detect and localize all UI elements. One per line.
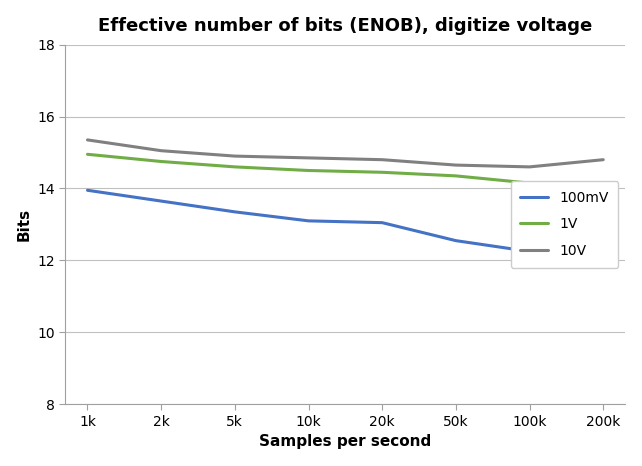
100mV <box>600 260 607 265</box>
Line: 1V: 1V <box>87 154 603 185</box>
100mV <box>378 220 386 226</box>
10V <box>83 137 91 143</box>
Line: 10V: 10V <box>87 140 603 167</box>
10V <box>378 157 386 163</box>
10V <box>600 157 607 163</box>
1V <box>305 168 313 173</box>
Y-axis label: Bits: Bits <box>17 208 31 241</box>
1V <box>378 170 386 175</box>
1V <box>600 182 607 188</box>
Legend: 100mV, 1V, 10V: 100mV, 1V, 10V <box>510 181 618 267</box>
1V <box>231 164 239 170</box>
1V <box>452 173 460 178</box>
10V <box>452 162 460 168</box>
100mV <box>157 198 165 204</box>
Line: 100mV: 100mV <box>87 190 603 262</box>
100mV <box>231 209 239 215</box>
1V <box>157 159 165 164</box>
10V <box>526 164 534 170</box>
100mV <box>83 187 91 193</box>
100mV <box>452 238 460 243</box>
100mV <box>305 218 313 224</box>
10V <box>305 155 313 161</box>
10V <box>157 148 165 153</box>
100mV <box>526 249 534 254</box>
X-axis label: Samples per second: Samples per second <box>259 434 431 449</box>
1V <box>83 151 91 157</box>
Title: Effective number of bits (ENOB), digitize voltage: Effective number of bits (ENOB), digitiz… <box>98 17 593 34</box>
1V <box>526 180 534 186</box>
10V <box>231 153 239 159</box>
